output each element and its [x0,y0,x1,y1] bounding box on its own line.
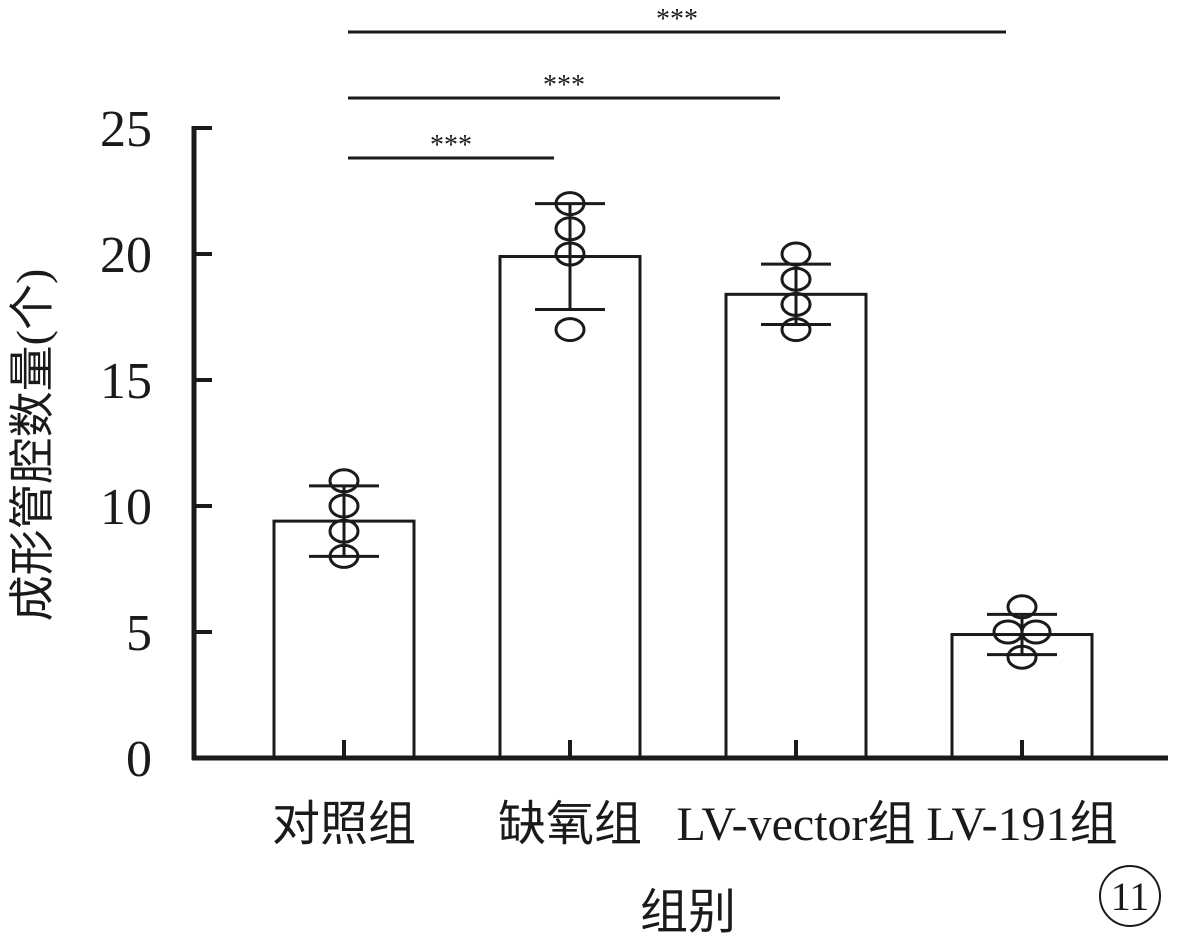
data-point [554,317,586,343]
y-tick-label: 15 [100,353,152,410]
x-axis-title: 组别 [640,886,736,939]
significance-label: *** [543,70,585,101]
data-point [780,317,812,343]
data-point [328,518,360,544]
figure-number-badge: 11 [1099,865,1161,927]
y-tick-label: 20 [100,227,152,284]
x-tick-label: LV-vector组 [676,798,915,851]
x-tick-label: 缺氧组 [498,798,642,851]
data-point [1006,594,1038,620]
bar [724,292,868,760]
y-tick-label: 25 [100,101,152,158]
data-point [328,543,360,569]
data-point [554,191,586,217]
bars [272,191,1094,760]
significance-label: *** [430,130,472,161]
x-tick-label: LV-191组 [926,798,1117,851]
data-point [554,216,586,242]
y-tick-label: 0 [126,731,152,788]
x-ticks: 对照组 缺氧组 LV-vector组 LV-191组 [272,740,1118,851]
data-point [1020,619,1052,645]
data-point [328,493,360,519]
y-tick-label: 5 [126,605,152,662]
data-point [780,291,812,317]
y-tick-label: 10 [100,479,152,536]
data-point [1006,644,1038,670]
data-point [780,266,812,292]
data-point [328,468,360,494]
bar [272,519,416,760]
significance-label: *** [656,4,698,35]
data-point [554,241,586,267]
data-point [780,241,812,267]
bar [498,255,642,760]
y-ticks: 0 5 10 15 20 25 [100,101,212,788]
y-axis-title: 成形管腔数量(个) [7,269,58,622]
axes [191,126,1168,761]
x-tick-label: 对照组 [272,798,416,851]
significance-brackets: *** *** *** [348,4,1006,161]
